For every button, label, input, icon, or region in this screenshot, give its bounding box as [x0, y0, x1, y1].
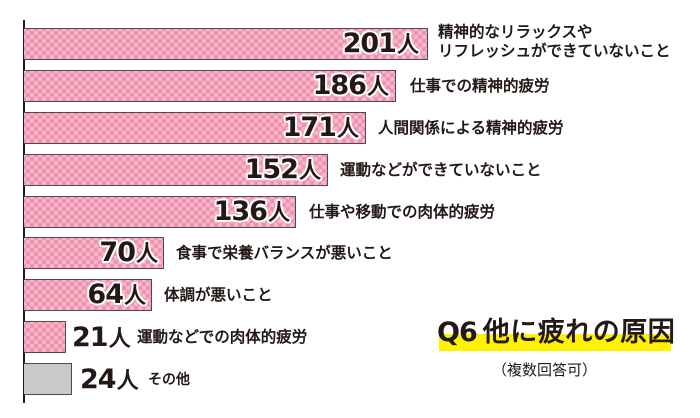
bar-value: 186人 [312, 70, 389, 101]
bar-70 [24, 237, 164, 269]
bar-64 [24, 279, 152, 311]
chart-title: Q6 他に疲れの原因 [437, 317, 676, 351]
bar-24-other [24, 363, 72, 395]
bar-value: 21人 [72, 322, 131, 353]
bar-label: 仕事での精神的疲労 [410, 77, 550, 95]
bar-152 [24, 154, 328, 186]
bar-value: 152人 [244, 154, 321, 185]
bar-value: 136人 [213, 196, 290, 227]
bar-value: 64人 [87, 279, 146, 310]
bar-201 [24, 28, 428, 60]
bar-value: 171人 [282, 112, 359, 143]
bar-label: 運動などができていないこと [340, 161, 542, 179]
bar-171 [24, 112, 366, 144]
bar-label: 運動などでの肉体的疲労 [137, 328, 308, 346]
bar-value: 70人 [99, 237, 158, 268]
bar-186 [24, 70, 396, 102]
bar-value: 24人 [80, 364, 139, 395]
bar-label: 人間関係による精神的疲労 [378, 119, 564, 137]
bar-value: 201人 [342, 28, 419, 59]
chart-subtitle: （複数回答可） [492, 361, 598, 379]
title-highlight [439, 334, 671, 351]
bar-label: その他 [148, 372, 190, 388]
bar-label: 体調が悪いこと [164, 286, 273, 304]
bar-label: 精神的なリラックスや リフレッシュができていないこと [438, 23, 671, 60]
title-text: 他に疲れの原因 [482, 317, 676, 348]
bar-label: 仕事や移動での肉体的疲労 [309, 203, 496, 221]
bar-21 [24, 321, 66, 353]
bar-label: 食事で栄養バランスが悪いこと [176, 244, 393, 262]
question-number: Q6 [437, 317, 478, 348]
bar-136 [24, 196, 296, 228]
